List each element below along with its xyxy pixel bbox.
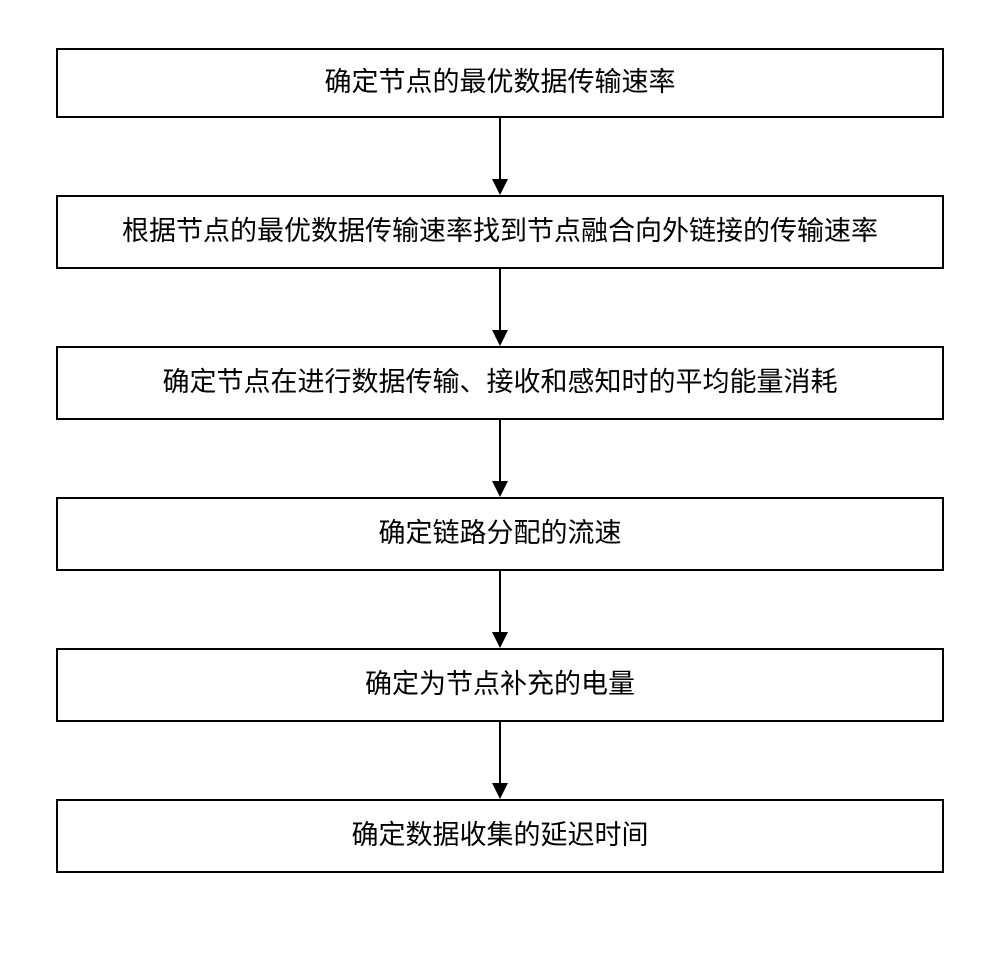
flow-step-3: 确定节点在进行数据传输、接收和感知时的平均能量消耗 [56, 346, 944, 420]
arrow-shaft [499, 722, 501, 784]
flow-arrow-2 [492, 269, 508, 346]
flow-arrow-3 [492, 420, 508, 497]
arrow-head-icon [492, 481, 508, 497]
arrow-head-icon [492, 330, 508, 346]
flow-step-1: 确定节点的最优数据传输速率 [56, 48, 944, 118]
arrow-head-icon [492, 179, 508, 195]
flow-step-5: 确定为节点补充的电量 [56, 648, 944, 722]
flow-step-2: 根据节点的最优数据传输速率找到节点融合向外链接的传输速率 [56, 195, 944, 269]
flowchart-container: 确定节点的最优数据传输速率 根据节点的最优数据传输速率找到节点融合向外链接的传输… [0, 0, 1000, 873]
flow-arrow-5 [492, 722, 508, 799]
arrow-shaft [499, 571, 501, 633]
flow-arrow-4 [492, 571, 508, 648]
flow-step-4: 确定链路分配的流速 [56, 497, 944, 571]
arrow-head-icon [492, 783, 508, 799]
arrow-shaft [499, 118, 501, 180]
arrow-shaft [499, 420, 501, 482]
arrow-head-icon [492, 632, 508, 648]
flow-step-6: 确定数据收集的延迟时间 [56, 799, 944, 873]
arrow-shaft [499, 269, 501, 331]
flow-arrow-1 [492, 118, 508, 195]
